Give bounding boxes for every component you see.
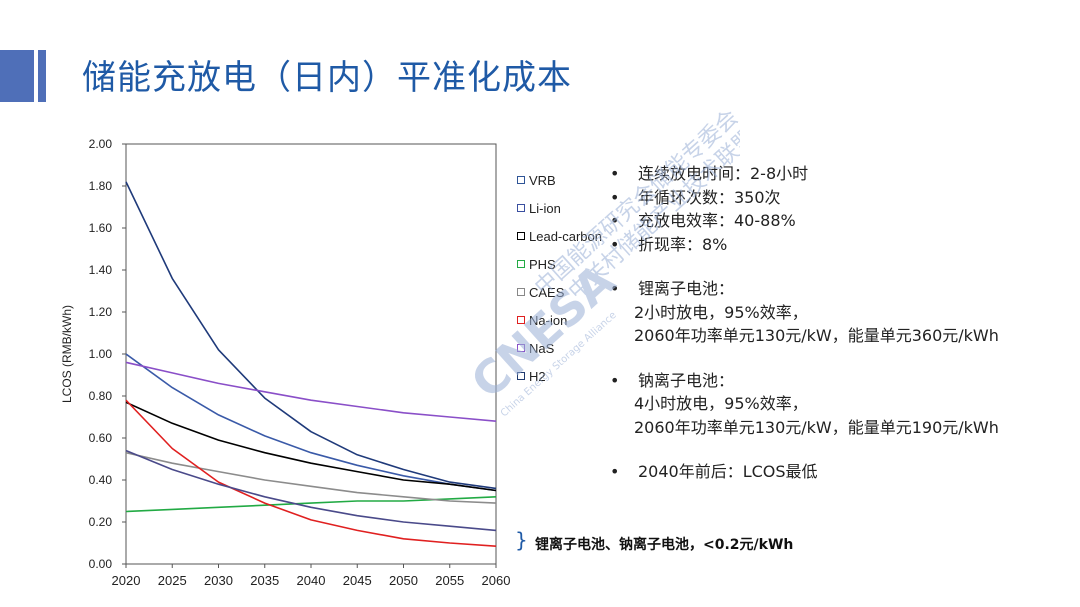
plot-area-frame [125,143,497,565]
legend-label: Na-ion [529,312,568,328]
bullet-icon: • [610,234,620,254]
x-tick-label: 2050 [389,573,418,588]
bracket-note: 锂离子电池、钠离子电池，<0.2元/kWh [535,537,794,553]
legend-item-lead-carbon: Lead-carbon [517,222,602,250]
series-line-vrb [125,181,497,490]
legend-swatch [517,260,525,268]
note-text: 年循环次数：350次 [638,187,781,207]
note-line: • 充放电效率：40-88% [610,209,999,233]
series-line-phs [125,496,497,513]
note-group-assumptions: • 连续放电时间：2-8小时 • 年循环次数：350次 • 充放电效率：40-88% … [610,162,999,256]
note-line: • 年循环次数：350次 [610,186,999,210]
note-line: • 连续放电时间：2-8小时 [610,162,999,186]
note-text: 充放电效率：40-88% [638,211,796,230]
slide-title: 储能充放电（日内）平准化成本 [82,58,572,98]
note-line: • 折现率：8% [610,233,999,257]
legend-swatch [517,204,525,212]
legend-swatch [517,344,525,352]
legend-swatch [517,316,525,324]
note-text: 折现率：8% [638,234,728,254]
x-tick-label: 2025 [158,573,187,588]
note-heading: 钠离子电池： [638,370,735,390]
note-line: 2060年功率单元130元/kW，能量单元190元/kWh [634,417,999,437]
note-group-li-ion: • 锂离子电池： 2小时放电，95%效率， 2060年功率单元130元/kW，能量… [610,277,999,348]
legend-item-phs: PHS [517,250,602,278]
series-line-li-ion [125,353,497,492]
note-text: 连续放电时间：2-8小时 [638,164,809,183]
y-tick-label: 0.40 [89,473,113,487]
y-tick-label: 0.80 [89,389,113,403]
bracket-icon: } [515,528,528,552]
legend-item-nas: NaS [517,334,602,362]
legend-item-li-ion: Li-ion [517,194,602,222]
note-line: • 2040年前后：LCOS最低 [610,460,999,484]
legend-item-vrb: VRB [517,166,602,194]
series-line-na-ion [125,399,497,547]
legend-label: NaS [529,340,555,356]
legend-swatch [517,176,525,184]
legend-item-h2: H2 [517,362,602,390]
legend-label: CAES [529,284,565,300]
legend-label: Lead-carbon [529,228,602,244]
note-line: • 钠离子电池： [610,369,999,393]
y-tick-label: 1.80 [89,179,113,193]
note-heading: 锂离子电池： [638,279,735,298]
note-line: 2小时放电，95%效率， [634,302,808,322]
y-axis-label: LCOS (RMB/kWh) [60,305,74,403]
note-line: 4小时放电，95%效率， [634,394,808,413]
title-accent-bar-thin [38,50,46,102]
legend-label: VRB [529,172,556,188]
bullet-icon: • [610,462,620,481]
note-line: 2060年功率单元130元/kW，能量单元360元/kWh [634,326,999,345]
y-tick-label: 1.00 [89,347,113,361]
note-group-conclusion: • 2040年前后：LCOS最低 [610,460,999,484]
bullet-icon: • [610,187,620,207]
notes-panel: • 连续放电时间：2-8小时 • 年循环次数：350次 • 充放电效率：40-88% … [610,162,999,505]
x-tick-label: 2055 [435,573,464,588]
legend-label: PHS [529,256,556,272]
x-tick-label: 2040 [297,573,326,588]
note-line: • 锂离子电池： [610,277,999,301]
y-tick-label: 0.20 [89,515,113,529]
legend-swatch [517,232,525,240]
y-tick-label: 1.40 [89,263,113,277]
bullet-icon: • [610,370,620,390]
legend-swatch [517,288,525,296]
series-line-caes [125,451,497,504]
bullet-icon: • [610,164,620,183]
note-group-na-ion: • 钠离子电池： 4小时放电，95%效率， 2060年功率单元130元/kW，能量… [610,369,999,440]
x-tick-label: 2020 [112,573,141,588]
legend-label: Li-ion [529,200,561,216]
title-accent-bar [0,50,34,102]
bullet-icon: • [610,279,620,298]
y-tick-label: 1.20 [89,305,113,319]
bullet-icon: • [610,211,620,230]
legend-label: H2 [529,368,546,384]
legend-item-caes: CAES [517,278,602,306]
lcos-line-chart: 0.00 0.20 0.40 0.60 0.80 1.00 1.20 1.40 1.60 1.80… [60,137,511,588]
x-tick-label: 2045 [343,573,372,588]
chart-legend: VRB Li-ion Lead-carbon PHS CAES Na-ion N… [517,166,602,390]
series-line-lead-carbon [125,401,497,492]
legend-item-na-ion: Na-ion [517,306,602,334]
y-tick-label: 0.60 [89,431,113,445]
note-text: 2040年前后：LCOS最低 [638,462,818,481]
y-tick-label: 0.00 [89,557,113,571]
x-tick-label: 2060 [482,573,511,588]
series-line-nas [125,361,497,422]
y-tick-label: 2.00 [89,137,113,151]
y-tick-label: 1.60 [89,221,113,235]
legend-swatch [517,372,525,380]
x-tick-label: 2030 [204,573,233,588]
series-line-h2 [125,449,497,532]
x-tick-label: 2035 [250,573,279,588]
